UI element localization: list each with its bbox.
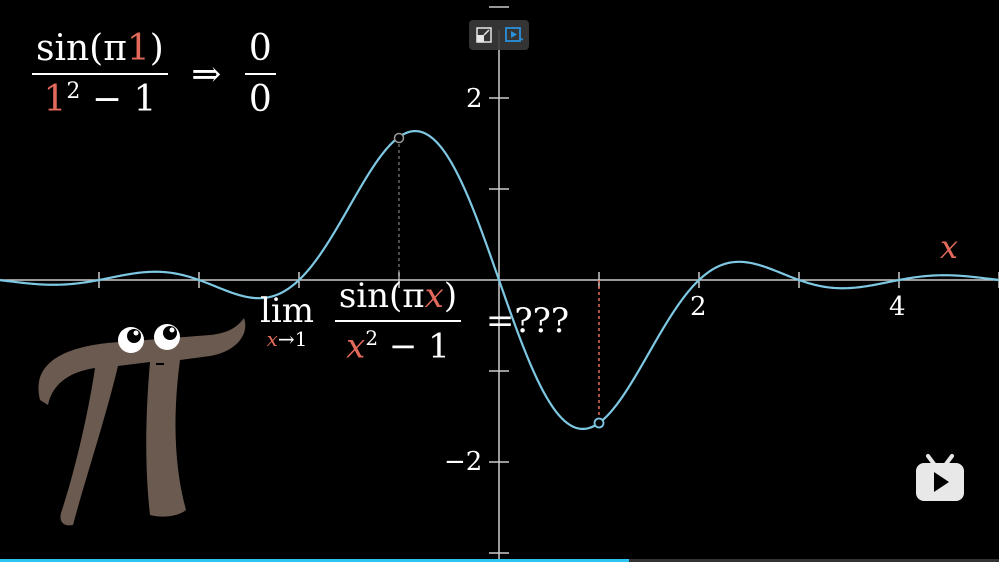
pip-button[interactable] xyxy=(473,24,495,46)
pi-eye-left xyxy=(118,327,144,353)
x-tick-label-2: 2 xyxy=(690,292,707,322)
pi-eye-right xyxy=(154,324,180,350)
top-fraction: sin(π1) 12 − 1 xyxy=(32,28,168,120)
x-tick-label-4: 4 xyxy=(889,292,906,322)
video-progress-bar[interactable] xyxy=(0,559,999,562)
result-fraction: 0 0 xyxy=(244,28,276,120)
player-controls xyxy=(469,20,529,50)
limit-fraction: sin(πx) x2 − 1 xyxy=(334,276,462,366)
point-marker-left xyxy=(393,132,405,144)
implies-arrow: ⇒ xyxy=(191,53,222,95)
equals-question: =??? xyxy=(485,301,570,342)
point-marker-right xyxy=(593,417,605,429)
top-formula: sin(π1) 12 − 1 ⇒ 0 0 xyxy=(32,28,276,120)
pi-creature xyxy=(38,318,246,526)
play-screen-icon xyxy=(505,27,524,42)
pip-icon xyxy=(476,27,492,43)
bilibili-tv-icon xyxy=(916,454,964,501)
x-axis-variable: x xyxy=(940,228,959,266)
lim-block: lim x→1 xyxy=(260,291,314,352)
play-screen-button[interactable] xyxy=(503,24,525,46)
y-tick-label-2: 2 xyxy=(466,84,483,114)
progress-fill xyxy=(0,559,630,562)
limit-formula: lim x→1 sin(πx) x2 − 1 =??? xyxy=(260,276,569,366)
y-tick-label-neg2: −2 xyxy=(444,447,483,477)
function-curve xyxy=(0,129,999,431)
